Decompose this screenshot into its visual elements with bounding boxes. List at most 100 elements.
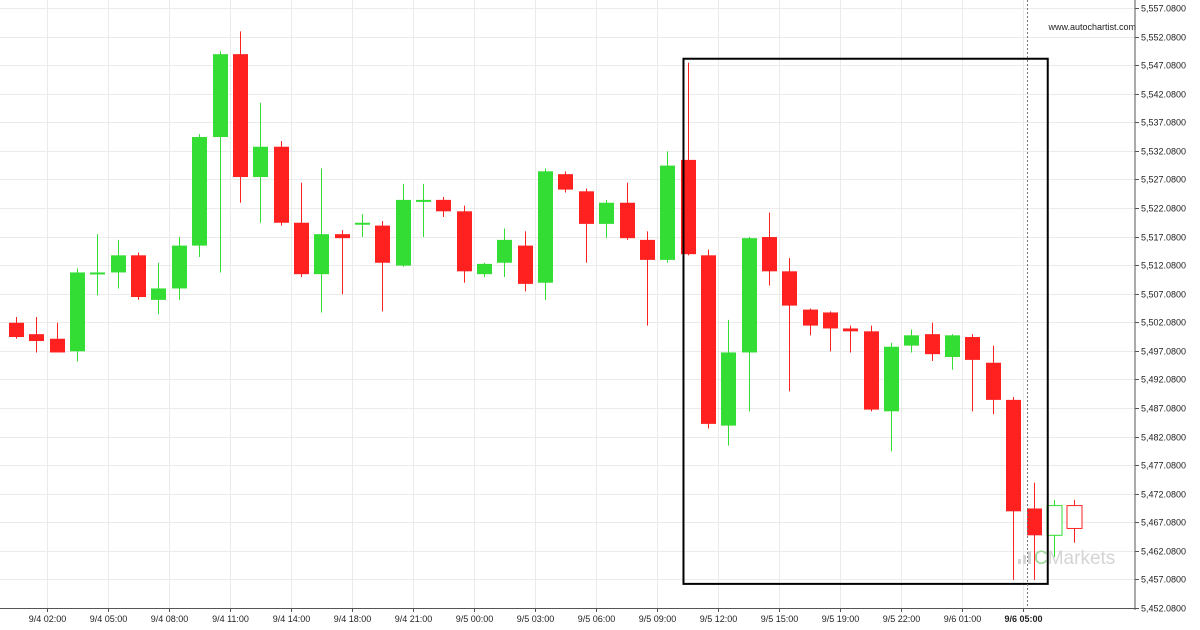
grid-lines bbox=[0, 8, 1135, 609]
candle-body bbox=[721, 352, 736, 426]
candle bbox=[457, 205, 472, 283]
candle-body bbox=[884, 346, 899, 412]
candle bbox=[9, 317, 24, 339]
candle-body bbox=[579, 191, 594, 224]
x-tick-label: 9/5 06:00 bbox=[578, 614, 616, 624]
candle-body bbox=[131, 255, 146, 298]
candle bbox=[355, 214, 370, 238]
site-url-label: www.autochartist.com bbox=[1048, 22, 1136, 32]
x-tick-label: 9/5 03:00 bbox=[517, 614, 555, 624]
candle-body bbox=[558, 174, 573, 190]
candle bbox=[945, 334, 960, 370]
candle bbox=[1027, 482, 1042, 580]
cmarkets-watermark: CMarkets bbox=[1018, 548, 1115, 570]
candle bbox=[864, 325, 879, 412]
candle bbox=[111, 239, 126, 289]
candle bbox=[782, 258, 797, 392]
y-tick-label: 5,547.0800 bbox=[1141, 61, 1186, 71]
y-tick-label: 5,552.0800 bbox=[1141, 33, 1186, 43]
candle bbox=[986, 345, 1001, 415]
candle-body bbox=[620, 202, 635, 239]
candle-body bbox=[762, 237, 777, 272]
candle-body bbox=[29, 334, 44, 342]
candle-body bbox=[782, 271, 797, 306]
candle bbox=[233, 31, 248, 203]
candle-body bbox=[803, 309, 818, 326]
x-tick-label: 9/5 19:00 bbox=[822, 614, 860, 624]
candle-body bbox=[253, 146, 268, 178]
y-axis: 5,557.0800 5,552.0800 5,547.0800 5,542.0800… bbox=[0, 0, 1186, 614]
candle-body bbox=[925, 334, 940, 355]
candle-body bbox=[90, 272, 105, 275]
candle-body bbox=[965, 337, 980, 360]
candle bbox=[538, 168, 553, 300]
candle bbox=[314, 168, 329, 313]
candle bbox=[843, 325, 858, 353]
candle-body bbox=[477, 263, 492, 275]
candle bbox=[274, 141, 289, 226]
candle-body bbox=[213, 54, 228, 138]
candle-body bbox=[538, 171, 553, 283]
x-tick-label: 9/5 15:00 bbox=[761, 614, 799, 624]
candles bbox=[9, 31, 1083, 580]
y-tick-label: 5,462.0800 bbox=[1141, 547, 1186, 557]
candle-body bbox=[701, 255, 716, 424]
candle-body bbox=[436, 199, 451, 212]
candle bbox=[497, 228, 512, 278]
candle bbox=[762, 212, 777, 286]
watermark-text: CMarkets bbox=[1034, 548, 1115, 569]
x-axis: 9/4 02:00 9/4 05:00 9/4 08:00 9/4 11:00 9/4 … bbox=[29, 608, 1043, 624]
candle bbox=[599, 199, 614, 239]
candle-body bbox=[823, 312, 838, 329]
candle-body bbox=[945, 335, 960, 358]
candle bbox=[965, 334, 980, 412]
candle bbox=[1066, 499, 1083, 543]
candle bbox=[1006, 397, 1021, 580]
candle-body bbox=[335, 234, 350, 239]
watermark-accent-letter: C bbox=[1034, 548, 1048, 569]
x-tick-label: 9/4 02:00 bbox=[29, 614, 67, 624]
candle-body bbox=[660, 165, 675, 260]
candle bbox=[701, 249, 716, 429]
candle bbox=[436, 197, 451, 218]
candle bbox=[579, 188, 594, 263]
candle-body bbox=[904, 335, 919, 346]
candle bbox=[151, 262, 166, 315]
candle bbox=[558, 171, 573, 193]
y-tick-label: 5,457.0800 bbox=[1141, 575, 1186, 585]
candle bbox=[620, 182, 635, 240]
candle bbox=[29, 317, 44, 353]
candle-body bbox=[355, 222, 370, 225]
candle bbox=[904, 329, 919, 353]
y-tick-label: 5,557.0800 bbox=[1141, 4, 1186, 14]
y-tick-label: 5,452.0800 bbox=[1141, 604, 1186, 614]
x-tick-label: 9/5 22:00 bbox=[883, 614, 921, 624]
y-tick-label: 5,487.0800 bbox=[1141, 404, 1186, 414]
candle-body bbox=[274, 146, 289, 223]
x-tick-label: 9/4 05:00 bbox=[90, 614, 128, 624]
candle-body bbox=[457, 211, 472, 272]
y-tick-label: 5,492.0800 bbox=[1141, 375, 1186, 385]
candle bbox=[416, 183, 431, 238]
candle-body bbox=[640, 239, 655, 260]
candle bbox=[50, 322, 65, 353]
candle-body bbox=[192, 137, 207, 246]
x-tick-label: 9/4 11:00 bbox=[212, 614, 249, 624]
candle bbox=[823, 311, 838, 352]
x-tick-label: 9/5 12:00 bbox=[700, 614, 738, 624]
candle bbox=[742, 237, 757, 412]
candle-body bbox=[416, 199, 431, 202]
x-tick-label: 9/4 14:00 bbox=[273, 614, 311, 624]
candle-body bbox=[1046, 505, 1063, 536]
y-tick-label: 5,477.0800 bbox=[1141, 461, 1186, 471]
candle-body bbox=[864, 331, 879, 410]
candle-body bbox=[151, 288, 166, 300]
x-tick-label: 9/4 21:00 bbox=[395, 614, 433, 624]
candle bbox=[172, 237, 187, 300]
candle bbox=[375, 221, 390, 312]
y-tick-label: 5,512.0800 bbox=[1141, 261, 1186, 271]
candle-body bbox=[294, 222, 309, 275]
candle bbox=[803, 308, 818, 336]
candle-body bbox=[172, 245, 187, 289]
